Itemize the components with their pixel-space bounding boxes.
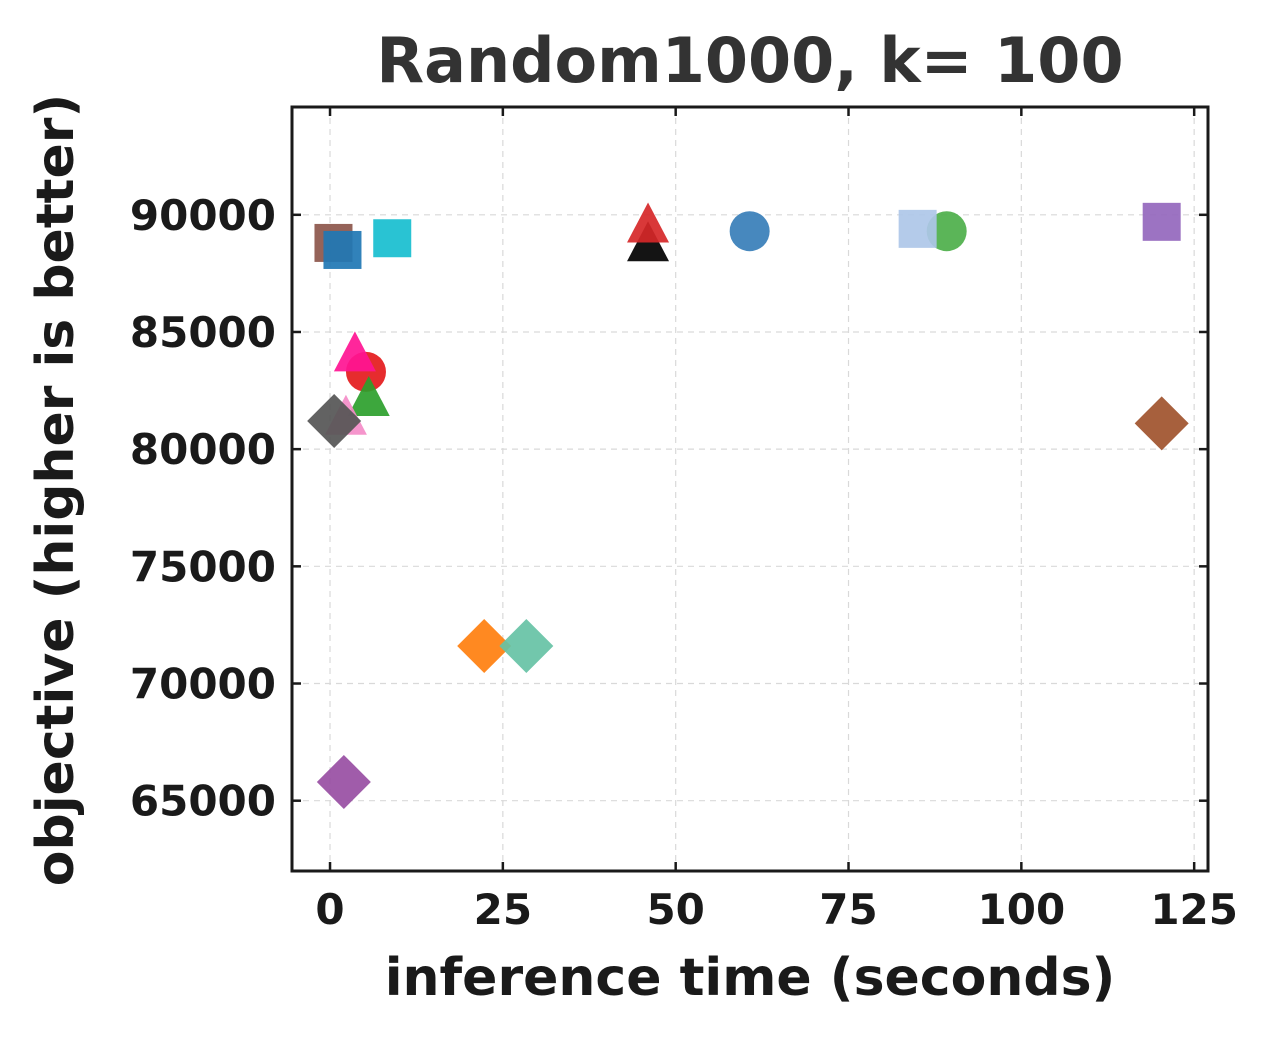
x-tick-label: 50 (646, 885, 704, 934)
data-points (307, 202, 1189, 809)
data-point-triangle (347, 375, 390, 416)
data-point-diamond (1134, 396, 1189, 451)
grid (292, 107, 1208, 871)
data-point-triangle (627, 202, 670, 243)
data-point-diamond (307, 394, 362, 449)
data-point-square (1142, 202, 1181, 241)
axis-ticks: 0 25 50 75 100 125 65000 70000 75000 80000 85000 90… (130, 107, 1238, 934)
y-tick-label: 85000 (130, 308, 276, 357)
x-tick-label: 75 (819, 885, 877, 934)
data-point-diamond (499, 619, 554, 674)
data-point-circle (926, 211, 967, 252)
y-tick-label: 65000 (130, 777, 276, 826)
x-tick-label: 0 (315, 885, 344, 934)
data-point-square (898, 209, 937, 248)
data-point-triangle (333, 331, 376, 372)
x-tick-label: 125 (1150, 885, 1238, 934)
x-axis-label: inference time (seconds) (385, 948, 1116, 1008)
plot-frame (290, 105, 1210, 873)
data-point-square (373, 219, 412, 258)
y-tick-label: 70000 (130, 660, 276, 709)
x-tick-label: 100 (978, 885, 1066, 934)
data-point-circle (729, 211, 770, 252)
data-point-diamond (316, 754, 371, 809)
y-axis-label: objective (higher is better) (26, 94, 86, 886)
y-tick-label: 80000 (130, 425, 276, 474)
x-tick-label: 25 (474, 885, 532, 934)
data-point-diamond (457, 619, 512, 674)
chart-title: Random1000, k= 100 (376, 24, 1123, 97)
y-tick-label: 75000 (130, 542, 276, 591)
y-tick-label: 90000 (130, 191, 276, 240)
data-point-square (323, 230, 362, 269)
